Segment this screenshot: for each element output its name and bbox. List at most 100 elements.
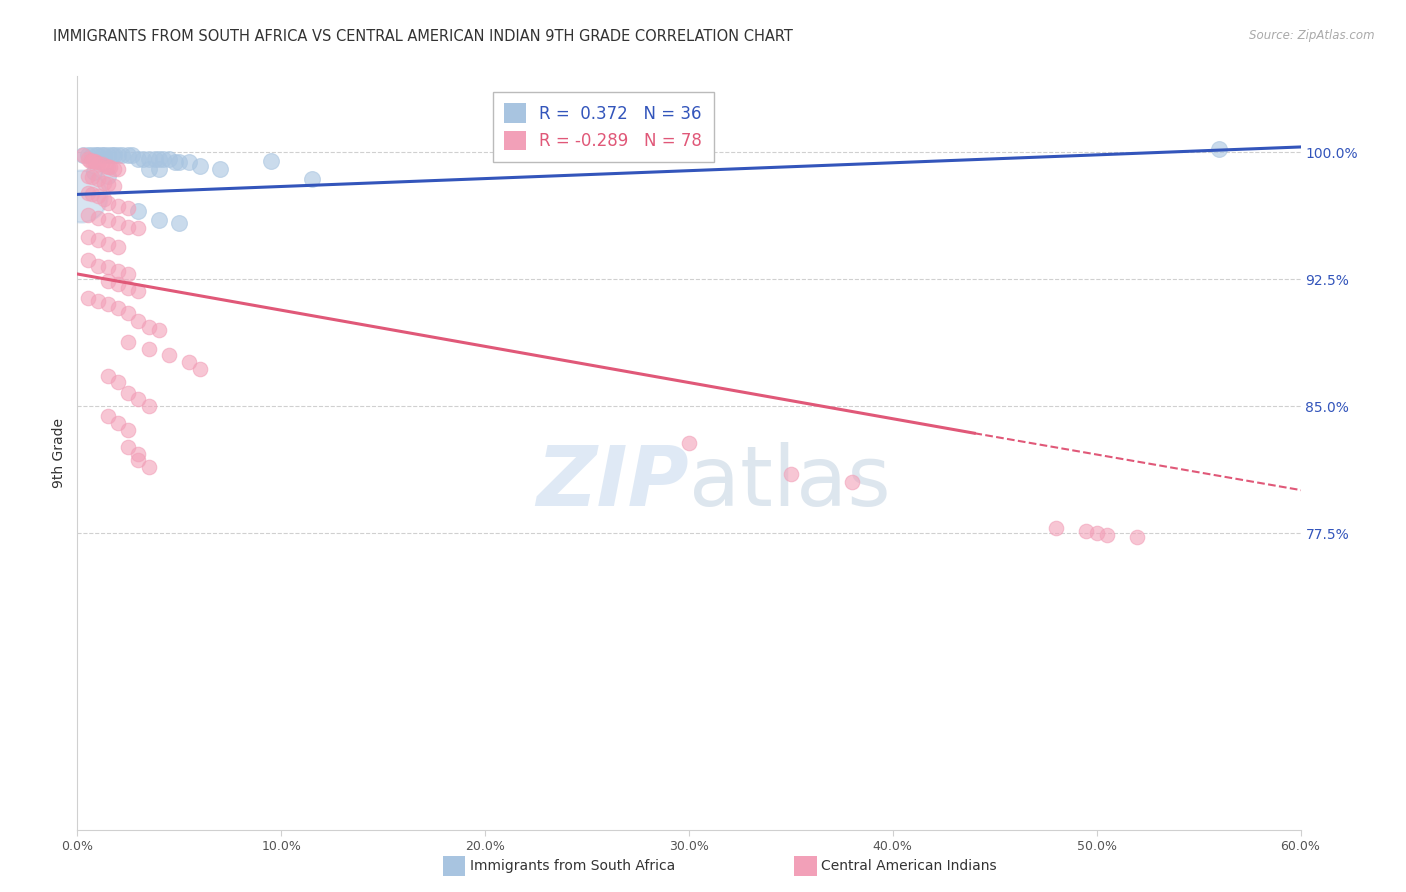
- Point: [138, 342, 160, 356]
- Point: [107, 277, 129, 292]
- Point: [97, 148, 120, 162]
- Point: [1085, 526, 1108, 541]
- Point: [127, 453, 149, 467]
- Point: [1095, 528, 1118, 542]
- Point: [138, 319, 160, 334]
- Point: [107, 199, 129, 213]
- Point: [117, 334, 139, 349]
- Point: [148, 161, 170, 176]
- Point: [90, 157, 112, 171]
- Point: [80, 153, 103, 168]
- Point: [87, 189, 110, 203]
- Point: [76, 229, 98, 244]
- Point: [97, 368, 120, 383]
- Point: [138, 152, 160, 166]
- Point: [107, 301, 129, 315]
- Point: [1126, 529, 1149, 543]
- Point: [157, 348, 180, 362]
- Point: [157, 152, 180, 166]
- Point: [79, 153, 101, 168]
- Point: [97, 409, 120, 424]
- Point: [117, 267, 139, 281]
- Point: [80, 170, 103, 185]
- Text: Central American Indians: Central American Indians: [821, 859, 997, 873]
- Point: [97, 212, 120, 227]
- Point: [76, 148, 98, 162]
- Text: ZIP: ZIP: [536, 442, 689, 524]
- Point: [107, 148, 129, 162]
- Point: [76, 208, 98, 222]
- Point: [80, 187, 103, 202]
- Point: [83, 153, 105, 168]
- Text: IMMIGRANTS FROM SOUTH AFRICA VS CENTRAL AMERICAN INDIAN 9TH GRADE CORRELATION CH: IMMIGRANTS FROM SOUTH AFRICA VS CENTRAL …: [53, 29, 793, 44]
- Point: [107, 416, 129, 430]
- Point: [148, 323, 170, 337]
- Point: [107, 240, 129, 254]
- Point: [179, 155, 201, 169]
- Point: [90, 148, 112, 162]
- Point: [148, 152, 170, 166]
- Point: [1045, 521, 1067, 535]
- Point: [127, 152, 149, 166]
- Point: [103, 148, 125, 162]
- Point: [138, 399, 160, 413]
- Text: atlas: atlas: [689, 442, 890, 524]
- Point: [97, 161, 120, 175]
- Text: Immigrants from South Africa: Immigrants from South Africa: [470, 859, 675, 873]
- Point: [127, 221, 149, 235]
- Point: [87, 259, 110, 273]
- Point: [138, 161, 160, 176]
- Point: [80, 148, 103, 162]
- Text: Source: ZipAtlas.com: Source: ZipAtlas.com: [1250, 29, 1375, 42]
- Point: [169, 216, 191, 230]
- Point: [127, 392, 149, 407]
- Point: [76, 186, 98, 200]
- Point: [94, 159, 117, 173]
- Point: [117, 440, 139, 454]
- Point: [121, 148, 143, 162]
- Point: [72, 148, 94, 162]
- Point: [188, 159, 211, 173]
- Point: [841, 475, 863, 490]
- Point: [101, 148, 124, 162]
- Point: [127, 204, 149, 219]
- Point: [143, 152, 166, 166]
- Point: [208, 161, 231, 176]
- Point: [127, 314, 149, 328]
- Point: [1076, 524, 1098, 539]
- Point: [107, 216, 129, 230]
- Point: [76, 253, 98, 268]
- Point: [87, 211, 110, 226]
- Point: [107, 161, 129, 176]
- Point: [138, 460, 160, 475]
- Point: [107, 376, 129, 390]
- Point: [97, 260, 120, 275]
- Point: [179, 355, 201, 369]
- Point: [117, 385, 139, 400]
- Point: [107, 263, 129, 277]
- Point: [127, 446, 149, 460]
- Point: [1208, 142, 1230, 156]
- Point: [97, 195, 120, 210]
- Point: [117, 280, 139, 294]
- Point: [117, 219, 139, 234]
- Point: [678, 436, 700, 450]
- Point: [103, 178, 125, 193]
- Point: [72, 148, 94, 162]
- Point: [111, 148, 134, 162]
- Y-axis label: 9th Grade: 9th Grade: [52, 417, 66, 488]
- Point: [76, 152, 98, 166]
- Point: [97, 169, 120, 183]
- Point: [117, 201, 139, 215]
- Point: [131, 152, 153, 166]
- Point: [169, 155, 191, 169]
- Point: [93, 193, 115, 207]
- Point: [97, 297, 120, 311]
- Point: [188, 362, 211, 376]
- Point: [117, 306, 139, 320]
- Point: [103, 161, 125, 176]
- Point: [779, 467, 801, 481]
- Point: [87, 294, 110, 309]
- Point: [84, 148, 107, 162]
- Point: [70, 189, 93, 203]
